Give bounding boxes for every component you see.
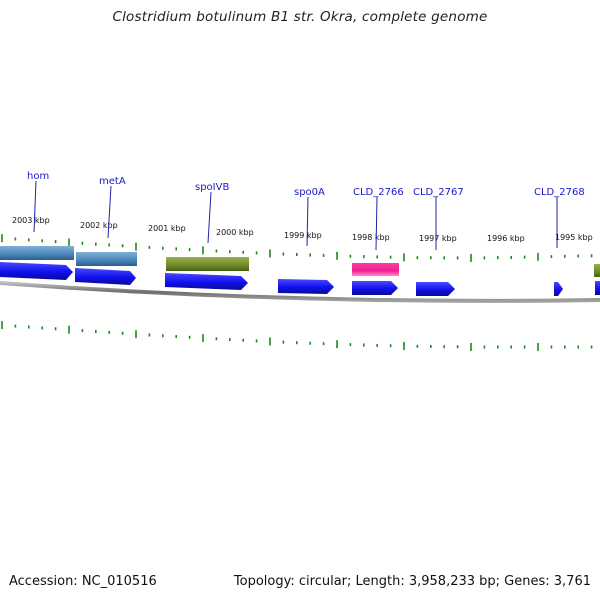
gene-label-CLD_2768[interactable]: CLD_2768	[534, 187, 585, 198]
genome-summary: Topology: circular; Length: 3,958,233 bp…	[233, 574, 591, 589]
gene-label-leaders	[33, 180, 558, 251]
gene-label-hom[interactable]: hom	[27, 171, 49, 182]
gene-arrow-hom[interactable]	[0, 262, 73, 280]
upper-scale-ticks	[1, 234, 593, 262]
gene-arrow-CLD_2766[interactable]	[352, 281, 398, 295]
leader-spoIVB	[207, 191, 212, 244]
scale-label-2002-kbp: 2002 kbp	[80, 221, 118, 230]
gene-label-CLD_2767[interactable]: CLD_2767	[413, 187, 464, 198]
scale-label-2003-kbp: 2003 kbp	[12, 216, 50, 225]
scale-label-1995-kbp: 1995 kbp	[555, 233, 593, 242]
leader-CLD_2766	[375, 196, 378, 251]
feature-bar-olive-2[interactable]	[594, 264, 600, 277]
leader-spo0A	[306, 196, 309, 247]
genome-backbone	[0, 281, 600, 303]
gene-label-spoIVB[interactable]: spoIVB	[195, 182, 229, 193]
gene-track	[0, 262, 600, 296]
feature-bar-magenta-1[interactable]	[352, 263, 399, 276]
feature-bar-olive-1[interactable]	[166, 257, 249, 271]
feature-bar-steelblue-1[interactable]	[0, 246, 74, 260]
gene-arrow-metA[interactable]	[75, 268, 136, 285]
map-title: Clostridium botulinum B1 str. Okra, comp…	[112, 9, 488, 25]
gene-labels: hom metA spoIVB spo0A CLD_2766 CLD_2767 …	[27, 171, 585, 198]
accession-label: Accession: NC_010516	[9, 574, 157, 589]
gene-arrow-CLD_2768[interactable]	[554, 282, 563, 296]
gene-label-spo0A[interactable]: spo0A	[294, 187, 325, 198]
leader-hom	[33, 180, 37, 233]
scale-labels: 2003 kbp 2002 kbp 2001 kbp 2000 kbp 1999…	[12, 216, 593, 243]
lower-scale-ticks	[1, 321, 593, 351]
scale-label-1998-kbp: 1998 kbp	[352, 233, 390, 242]
leader-metA	[107, 185, 112, 239]
scale-label-2000-kbp: 2000 kbp	[216, 228, 254, 237]
gene-label-CLD_2766[interactable]: CLD_2766	[353, 187, 404, 198]
scale-label-1999-kbp: 1999 kbp	[284, 231, 322, 240]
gene-arrow-partial-right[interactable]	[595, 281, 600, 295]
gene-arrow-spoIVB[interactable]	[165, 273, 248, 290]
feature-bar-steelblue-2[interactable]	[76, 252, 137, 266]
gene-arrow-CLD_2767[interactable]	[416, 282, 455, 296]
gene-label-metA[interactable]: metA	[99, 176, 126, 187]
gene-arrow-spo0A[interactable]	[278, 279, 334, 294]
scale-label-1997-kbp: 1997 kbp	[419, 234, 457, 243]
feature-track	[0, 246, 600, 277]
scale-label-1996-kbp: 1996 kbp	[487, 234, 525, 243]
scale-label-2001-kbp: 2001 kbp	[148, 224, 186, 233]
